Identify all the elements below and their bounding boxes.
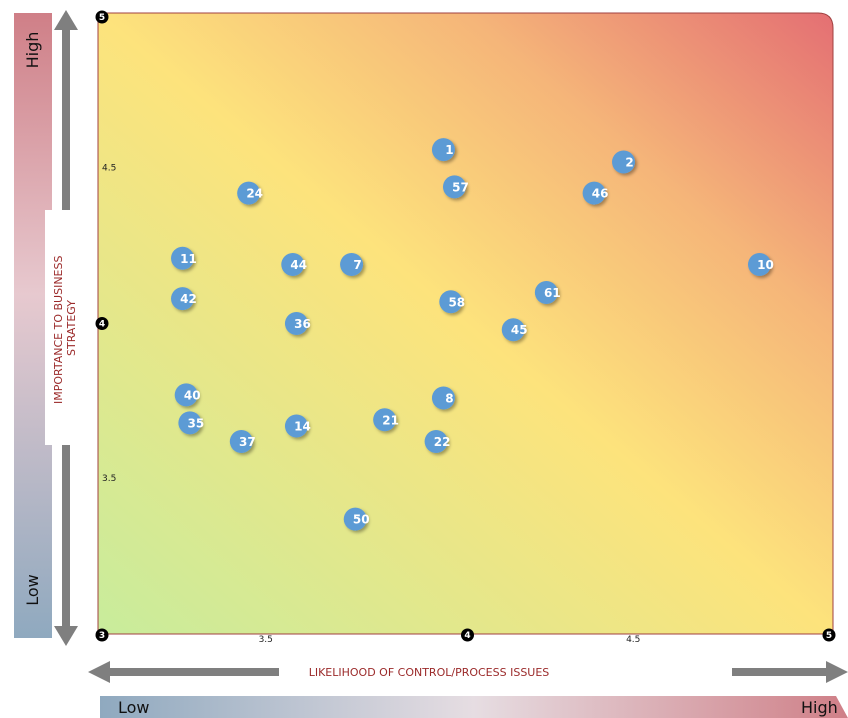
data-point-marker bbox=[284, 312, 308, 335]
data-point-label: 8 bbox=[445, 392, 453, 406]
data-point-marker bbox=[373, 408, 397, 432]
data-point-7: 7 bbox=[340, 253, 364, 277]
data-point-21: 21 bbox=[373, 408, 399, 432]
data-point-label: 24 bbox=[246, 187, 263, 201]
x-tick-4.5: 4.5 bbox=[626, 635, 640, 645]
plot-area bbox=[97, 12, 834, 635]
data-point-42: 42 bbox=[171, 287, 197, 311]
data-point-marker bbox=[442, 175, 466, 199]
axis-ticks: 3 3.5 4 4.5 5 3.5 4 4.5 5 bbox=[95, 10, 836, 645]
svg-text:4: 4 bbox=[464, 631, 470, 641]
data-point-50: 50 bbox=[343, 507, 370, 531]
x-axis-arrow bbox=[88, 661, 848, 683]
data-point-label: 14 bbox=[294, 419, 311, 433]
data-point-57: 57 bbox=[442, 175, 469, 199]
svg-text:4: 4 bbox=[99, 320, 105, 330]
data-point-marker bbox=[534, 280, 558, 304]
x-high-label: High bbox=[801, 698, 838, 717]
data-point-label: 46 bbox=[592, 187, 609, 201]
data-point-11: 11 bbox=[171, 246, 197, 270]
data-point-marker bbox=[431, 138, 455, 162]
x-tick-3: 3 bbox=[95, 628, 109, 642]
y-axis-title-line-1: IMPORTANCE TO BUSINESS bbox=[52, 256, 65, 404]
data-point-46: 46 bbox=[582, 181, 609, 205]
data-point-label: 61 bbox=[544, 286, 561, 300]
x-axis-wedge bbox=[100, 696, 848, 718]
data-point-24: 24 bbox=[237, 181, 263, 205]
data-point-10: 10 bbox=[748, 253, 774, 277]
data-point-marker bbox=[284, 414, 308, 438]
data-point-label: 10 bbox=[757, 258, 774, 272]
data-point-1: 1 bbox=[431, 138, 455, 162]
data-point-marker bbox=[582, 181, 606, 205]
data-point-40: 40 bbox=[174, 383, 201, 407]
y-tick-3.5: 3.5 bbox=[102, 474, 116, 484]
x-low-label: Low bbox=[118, 698, 150, 717]
data-point-45: 45 bbox=[501, 318, 528, 342]
y-high-label: High bbox=[23, 32, 42, 69]
data-point-label: 45 bbox=[511, 323, 528, 337]
y-low-label: Low bbox=[23, 574, 42, 606]
data-points: 1 2 57 46 24 11 44 7 10 61 42 58 36 45 40 8 35 21 14 37 22 50 bbox=[171, 138, 774, 531]
data-point-label: 2 bbox=[625, 156, 633, 170]
data-point-label: 36 bbox=[294, 317, 311, 331]
data-point-marker bbox=[171, 246, 195, 270]
data-point-44: 44 bbox=[281, 253, 307, 277]
y-axis-title-line-2: STRATEGY bbox=[65, 300, 78, 356]
x-tick-5: 5 bbox=[822, 628, 836, 642]
data-point-label: 37 bbox=[239, 435, 256, 449]
svg-text:5: 5 bbox=[99, 13, 105, 23]
svg-text:5: 5 bbox=[826, 631, 832, 641]
data-point-36: 36 bbox=[284, 312, 311, 335]
data-point-35: 35 bbox=[178, 411, 205, 435]
data-point-14: 14 bbox=[284, 414, 311, 438]
y-tick-4.5: 4.5 bbox=[102, 163, 116, 173]
data-point-label: 7 bbox=[353, 258, 361, 272]
data-point-22: 22 bbox=[424, 429, 451, 453]
data-point-label: 35 bbox=[188, 416, 205, 430]
data-point-label: 57 bbox=[452, 180, 469, 194]
data-point-marker bbox=[237, 181, 261, 205]
data-point-label: 50 bbox=[353, 513, 370, 527]
data-point-label: 1 bbox=[445, 143, 453, 157]
data-point-marker bbox=[281, 253, 305, 277]
x-tick-3.5: 3.5 bbox=[259, 635, 273, 645]
data-point-58: 58 bbox=[439, 290, 465, 314]
data-point-label: 22 bbox=[434, 435, 451, 449]
data-point-marker bbox=[229, 429, 253, 453]
data-point-8: 8 bbox=[431, 386, 455, 410]
x-tick-4: 4 bbox=[461, 628, 474, 642]
y-axis-wedge bbox=[14, 13, 52, 638]
y-label-box bbox=[45, 210, 97, 445]
data-point-marker bbox=[171, 287, 195, 311]
x-axis-title: LIKELIHOOD OF CONTROL/PROCESS ISSUES bbox=[309, 666, 550, 679]
y-tick-5: 5 bbox=[95, 10, 109, 24]
svg-text:3: 3 bbox=[99, 631, 105, 641]
data-point-label: 58 bbox=[448, 295, 465, 309]
data-point-37: 37 bbox=[229, 429, 256, 453]
y-axis-title: IMPORTANCE TO BUSINESS STRATEGY bbox=[52, 252, 78, 404]
data-point-label: 11 bbox=[180, 252, 197, 266]
data-point-label: 44 bbox=[290, 258, 307, 272]
data-point-marker bbox=[431, 386, 455, 410]
data-point-61: 61 bbox=[534, 280, 561, 304]
data-point-2: 2 bbox=[612, 150, 636, 174]
data-point-marker bbox=[439, 290, 463, 314]
data-point-marker bbox=[178, 411, 202, 435]
data-point-label: 40 bbox=[184, 388, 201, 402]
data-point-marker bbox=[748, 253, 771, 277]
data-point-marker bbox=[340, 253, 364, 277]
y-tick-4: 4 bbox=[95, 317, 109, 330]
data-point-marker bbox=[501, 318, 525, 342]
data-point-marker bbox=[343, 507, 367, 531]
data-point-label: 42 bbox=[180, 292, 197, 306]
data-point-label: 21 bbox=[382, 413, 399, 427]
data-point-marker bbox=[174, 383, 198, 407]
data-point-marker bbox=[612, 150, 636, 174]
data-point-marker bbox=[424, 429, 448, 453]
